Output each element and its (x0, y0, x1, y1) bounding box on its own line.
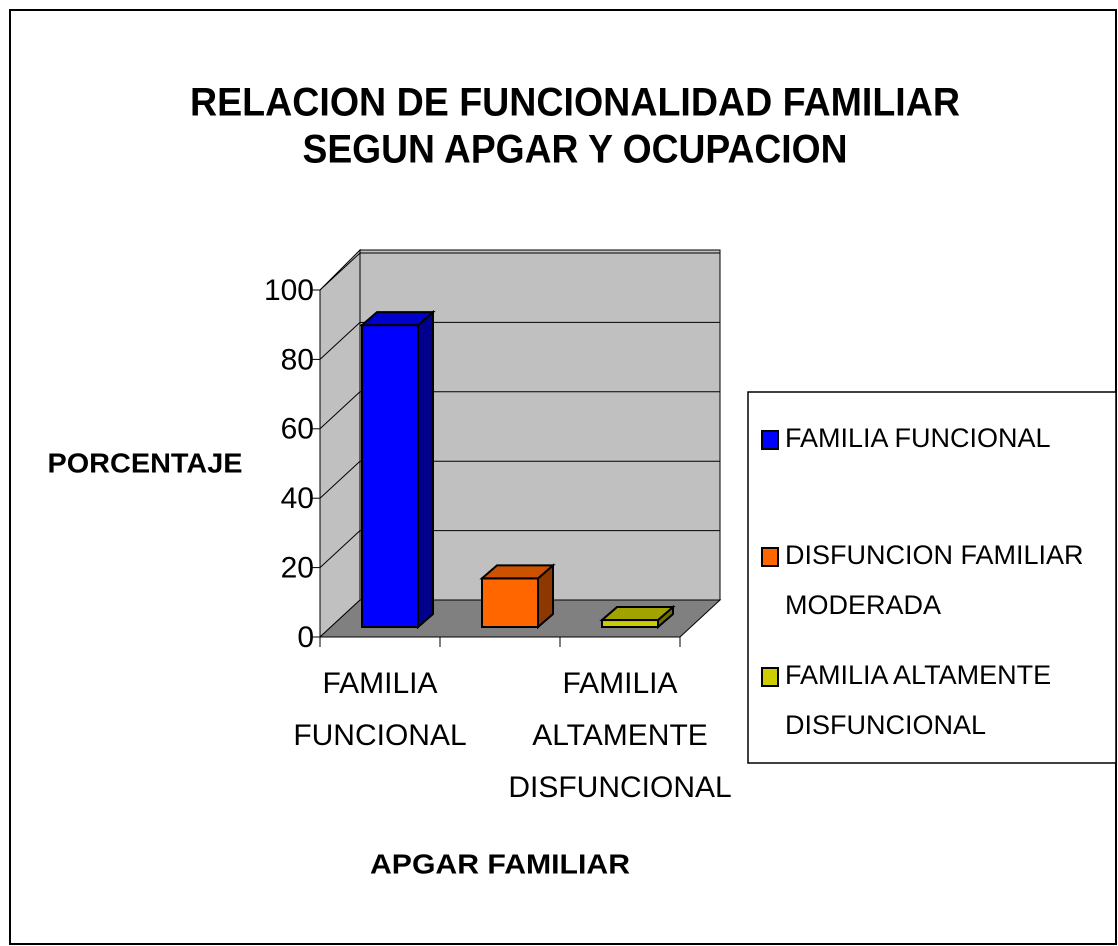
bar-top (479, 564, 556, 580)
legend-swatch (761, 430, 779, 450)
y-tick-label: 60 (281, 413, 314, 446)
y-tick-label: 20 (281, 552, 314, 585)
y-tick-label: 0 (297, 621, 314, 654)
legend-box (747, 391, 1117, 764)
legend-label: FAMILIA FUNCIONAL (785, 423, 1051, 453)
y-axis-title: PORCENTAJE (48, 447, 243, 478)
bar (601, 619, 659, 628)
left-wall (319, 248, 361, 639)
legend-swatch (761, 547, 779, 567)
chart-title: SEGUN APGAR Y OCUPACION (303, 128, 848, 172)
grid-line (319, 322, 361, 360)
y-tick-label: 80 (281, 343, 314, 376)
x-tick-label: FAMILIA FUNCIONAL (293, 667, 466, 752)
bar-top (599, 606, 676, 622)
legend-swatch (761, 667, 779, 687)
grid-line (319, 530, 361, 568)
grid-line (319, 252, 361, 291)
bar (361, 324, 419, 628)
legend-label: FAMILIA ALTAMENTE DISFUNCIONAL (785, 660, 1051, 740)
y-tick-label: 40 (281, 482, 314, 515)
grid-line (319, 460, 361, 499)
bar-top (359, 311, 436, 327)
x-tick-label: FAMILIA ALTAMENTE DISFUNCIONAL (508, 667, 731, 804)
grid-line (319, 391, 361, 430)
y-tick-label: 100 (264, 274, 314, 307)
legend-label: DISFUNCION FAMILIAR MODERADA (785, 540, 1084, 620)
x-axis-title: APGAR FAMILIAR (370, 848, 630, 879)
bar (481, 577, 539, 628)
bar-side (417, 309, 434, 630)
chart-title: RELACION DE FUNCIONALIDAD FAMILIAR (190, 81, 960, 125)
